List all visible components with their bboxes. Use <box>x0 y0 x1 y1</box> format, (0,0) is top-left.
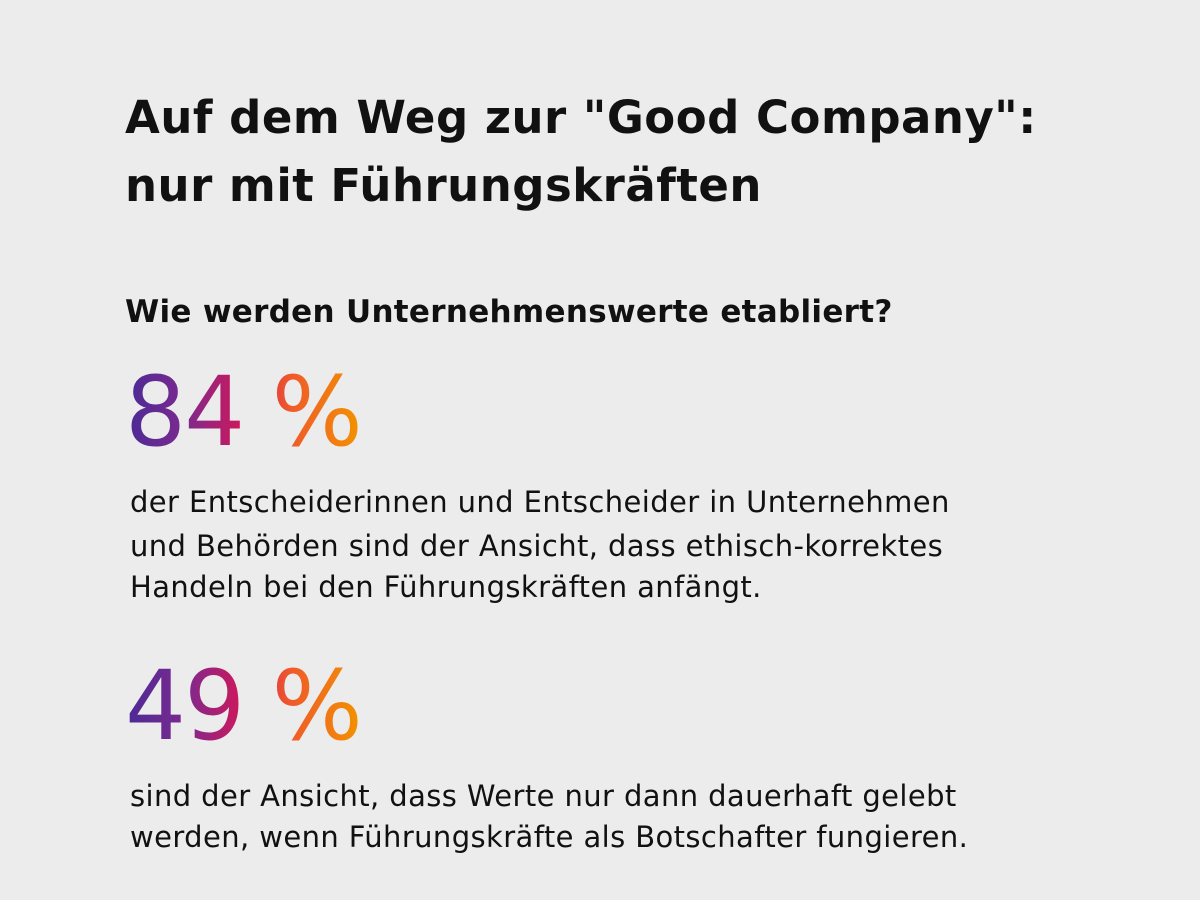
title-line: Auf dem Weg zur "Good Company": <box>125 91 1037 144</box>
stat-value: 49 % <box>125 650 363 762</box>
description-line: und Behörden sind der Ansicht, dass ethi… <box>130 529 944 563</box>
description-line: sind der Ansicht, dass Werte nur dann da… <box>130 779 957 813</box>
description-line: der Entscheiderinnen und Entscheider in … <box>130 485 950 519</box>
description-line: werden, wenn Führungskräfte als Botschaf… <box>130 820 969 854</box>
title: Auf dem Weg zur "Good Company": nur mit … <box>125 84 1037 220</box>
title-line: nur mit Führungskräften <box>125 159 762 212</box>
subtitle: Wie werden Unternehmenswerte etabliert? <box>125 294 893 330</box>
stat-description: sind der Ansicht, dass Werte nur dann da… <box>130 774 968 859</box>
stat-value: 84 % <box>125 356 363 468</box>
stat-description: der Entscheiderinnen und Entscheider in … <box>130 480 950 609</box>
description-line: Handeln bei den Führungskräften anfängt. <box>130 570 762 604</box>
